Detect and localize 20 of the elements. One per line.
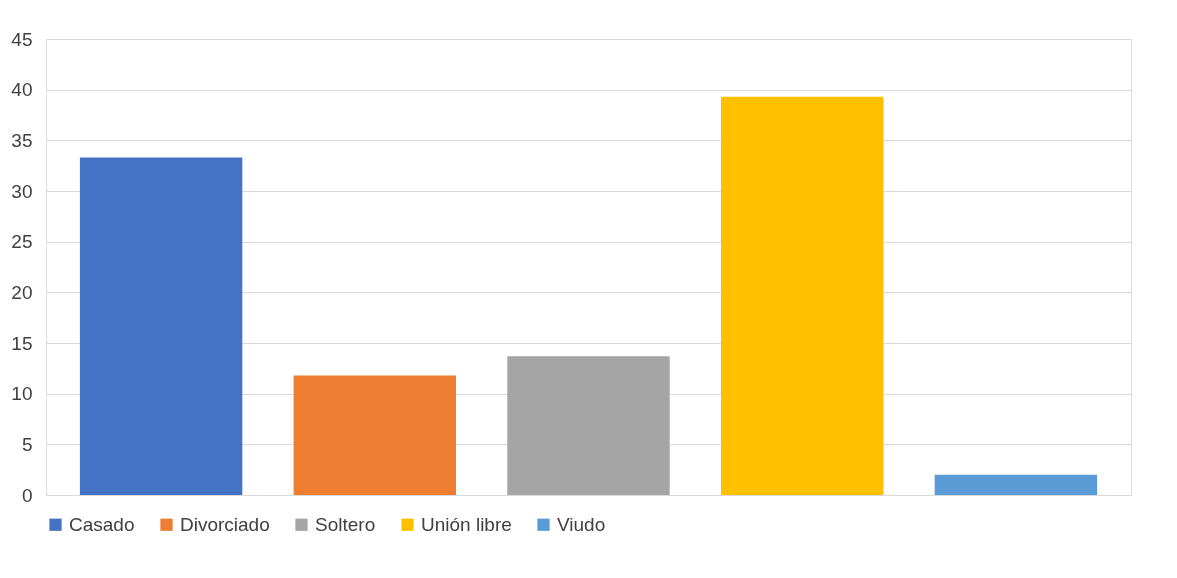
bar — [720, 96, 884, 495]
y-tick-label: 25 — [11, 231, 33, 253]
legend-label: Viudo — [557, 513, 606, 535]
y-tick-label: 20 — [11, 281, 33, 303]
legend-label: Soltero — [315, 513, 376, 535]
bar — [507, 356, 670, 495]
y-tick-label: 30 — [11, 180, 33, 202]
legend-label: Casado — [69, 513, 135, 535]
bar — [79, 157, 243, 495]
y-tick-label: 40 — [11, 79, 33, 101]
bar — [293, 375, 457, 495]
y-tick-label: 15 — [11, 332, 33, 354]
legend-label: Unión libre — [421, 513, 512, 535]
y-tick-label: 35 — [11, 129, 33, 151]
y-tick-label: 5 — [21, 433, 33, 455]
legend-label: Divorciado — [180, 513, 270, 535]
y-tick-label: 0 — [21, 484, 33, 506]
y-tick-label: 45 — [11, 28, 33, 50]
bar — [934, 474, 1098, 495]
y-tick-label: 10 — [11, 383, 33, 405]
